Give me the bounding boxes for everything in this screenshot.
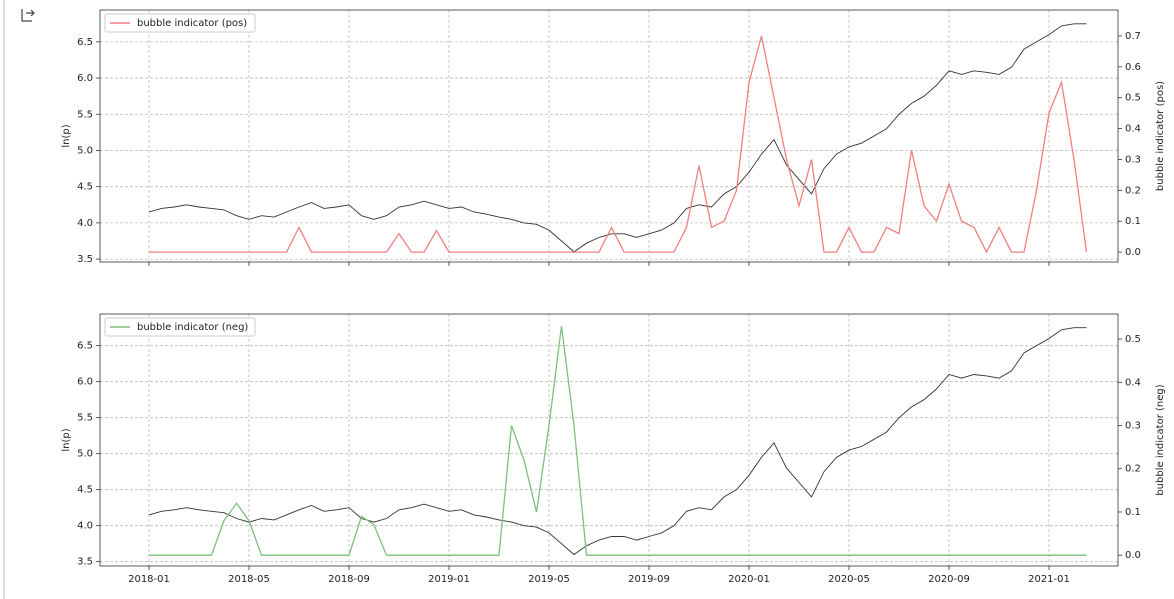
y-tick-label: 5.0 xyxy=(77,145,93,156)
x-tick-label: 2019-09 xyxy=(628,574,670,585)
legend: bubble indicator (pos) xyxy=(104,13,256,33)
y2-tick-label: 0.1 xyxy=(1125,216,1141,227)
y2-axis-label: bubble indicator (pos) xyxy=(1155,81,1166,191)
y2-tick-label: 0.0 xyxy=(1125,550,1141,561)
x-tick-label: 2021-01 xyxy=(1028,574,1070,585)
y-tick-label: 4.5 xyxy=(77,485,93,496)
x-tick-label: 2020-09 xyxy=(928,574,970,585)
x-tick-label: 2018-09 xyxy=(328,574,370,585)
y2-tick-label: 0.1 xyxy=(1125,507,1141,518)
output-icon xyxy=(21,9,35,22)
y2-tick-label: 0.3 xyxy=(1125,154,1141,165)
plot-frame xyxy=(99,313,1119,567)
y2-tick-label: 0.5 xyxy=(1125,334,1141,345)
y2-tick-label: 0.2 xyxy=(1125,464,1141,475)
y2-tick-label: 0.3 xyxy=(1125,421,1141,432)
y-tick-label: 4.5 xyxy=(77,182,93,193)
series-line xyxy=(148,23,1087,253)
legend: bubble indicator (neg) xyxy=(104,317,256,337)
x-tick-label: 2018-05 xyxy=(228,574,270,585)
series-line xyxy=(148,327,1087,556)
y2-tick-label: 0.7 xyxy=(1125,31,1141,42)
y-tick-label: 5.5 xyxy=(77,109,93,120)
y-tick-label: 6.0 xyxy=(77,377,93,388)
series-line xyxy=(149,35,1088,254)
legend-label: bubble indicator (pos) xyxy=(137,18,247,29)
x-tick-label: 2020-05 xyxy=(828,574,870,585)
y2-tick-label: 0.6 xyxy=(1125,62,1141,73)
y-tick-label: 4.0 xyxy=(77,218,93,229)
y2-tick-label: 0.4 xyxy=(1125,377,1141,388)
y-tick-label: 3.5 xyxy=(77,557,93,568)
y2-tick-label: 0.5 xyxy=(1125,93,1141,104)
x-tick-label: 2020-01 xyxy=(728,574,770,585)
x-tick-label: 2019-01 xyxy=(428,574,470,585)
y-tick-label: 5.0 xyxy=(77,449,93,460)
series-line xyxy=(149,326,1087,556)
y-tick-label: 3.5 xyxy=(77,254,93,265)
y-tick-label: 4.0 xyxy=(77,521,93,532)
y2-tick-label: 0.0 xyxy=(1125,247,1141,258)
legend-label: bubble indicator (neg) xyxy=(137,322,248,333)
legend-box xyxy=(104,317,256,337)
y-tick-label: 6.0 xyxy=(77,73,93,84)
y-axis-label: ln(p) xyxy=(61,124,72,147)
y-tick-label: 6.5 xyxy=(77,37,93,48)
x-tick-label: 2019-05 xyxy=(528,574,570,585)
y2-axis-label: bubble indicator (neg) xyxy=(1155,384,1166,495)
y2-tick-label: 0.2 xyxy=(1125,185,1141,196)
y-tick-label: 6.5 xyxy=(77,341,93,352)
y2-tick-label: 0.4 xyxy=(1125,124,1141,135)
y-tick-label: 5.5 xyxy=(77,413,93,424)
x-tick-label: 2018-01 xyxy=(128,574,170,585)
cell-border xyxy=(3,0,5,599)
y-axis-label: ln(p) xyxy=(61,428,72,451)
legend-box xyxy=(104,13,256,33)
plot-frame xyxy=(99,9,1119,263)
